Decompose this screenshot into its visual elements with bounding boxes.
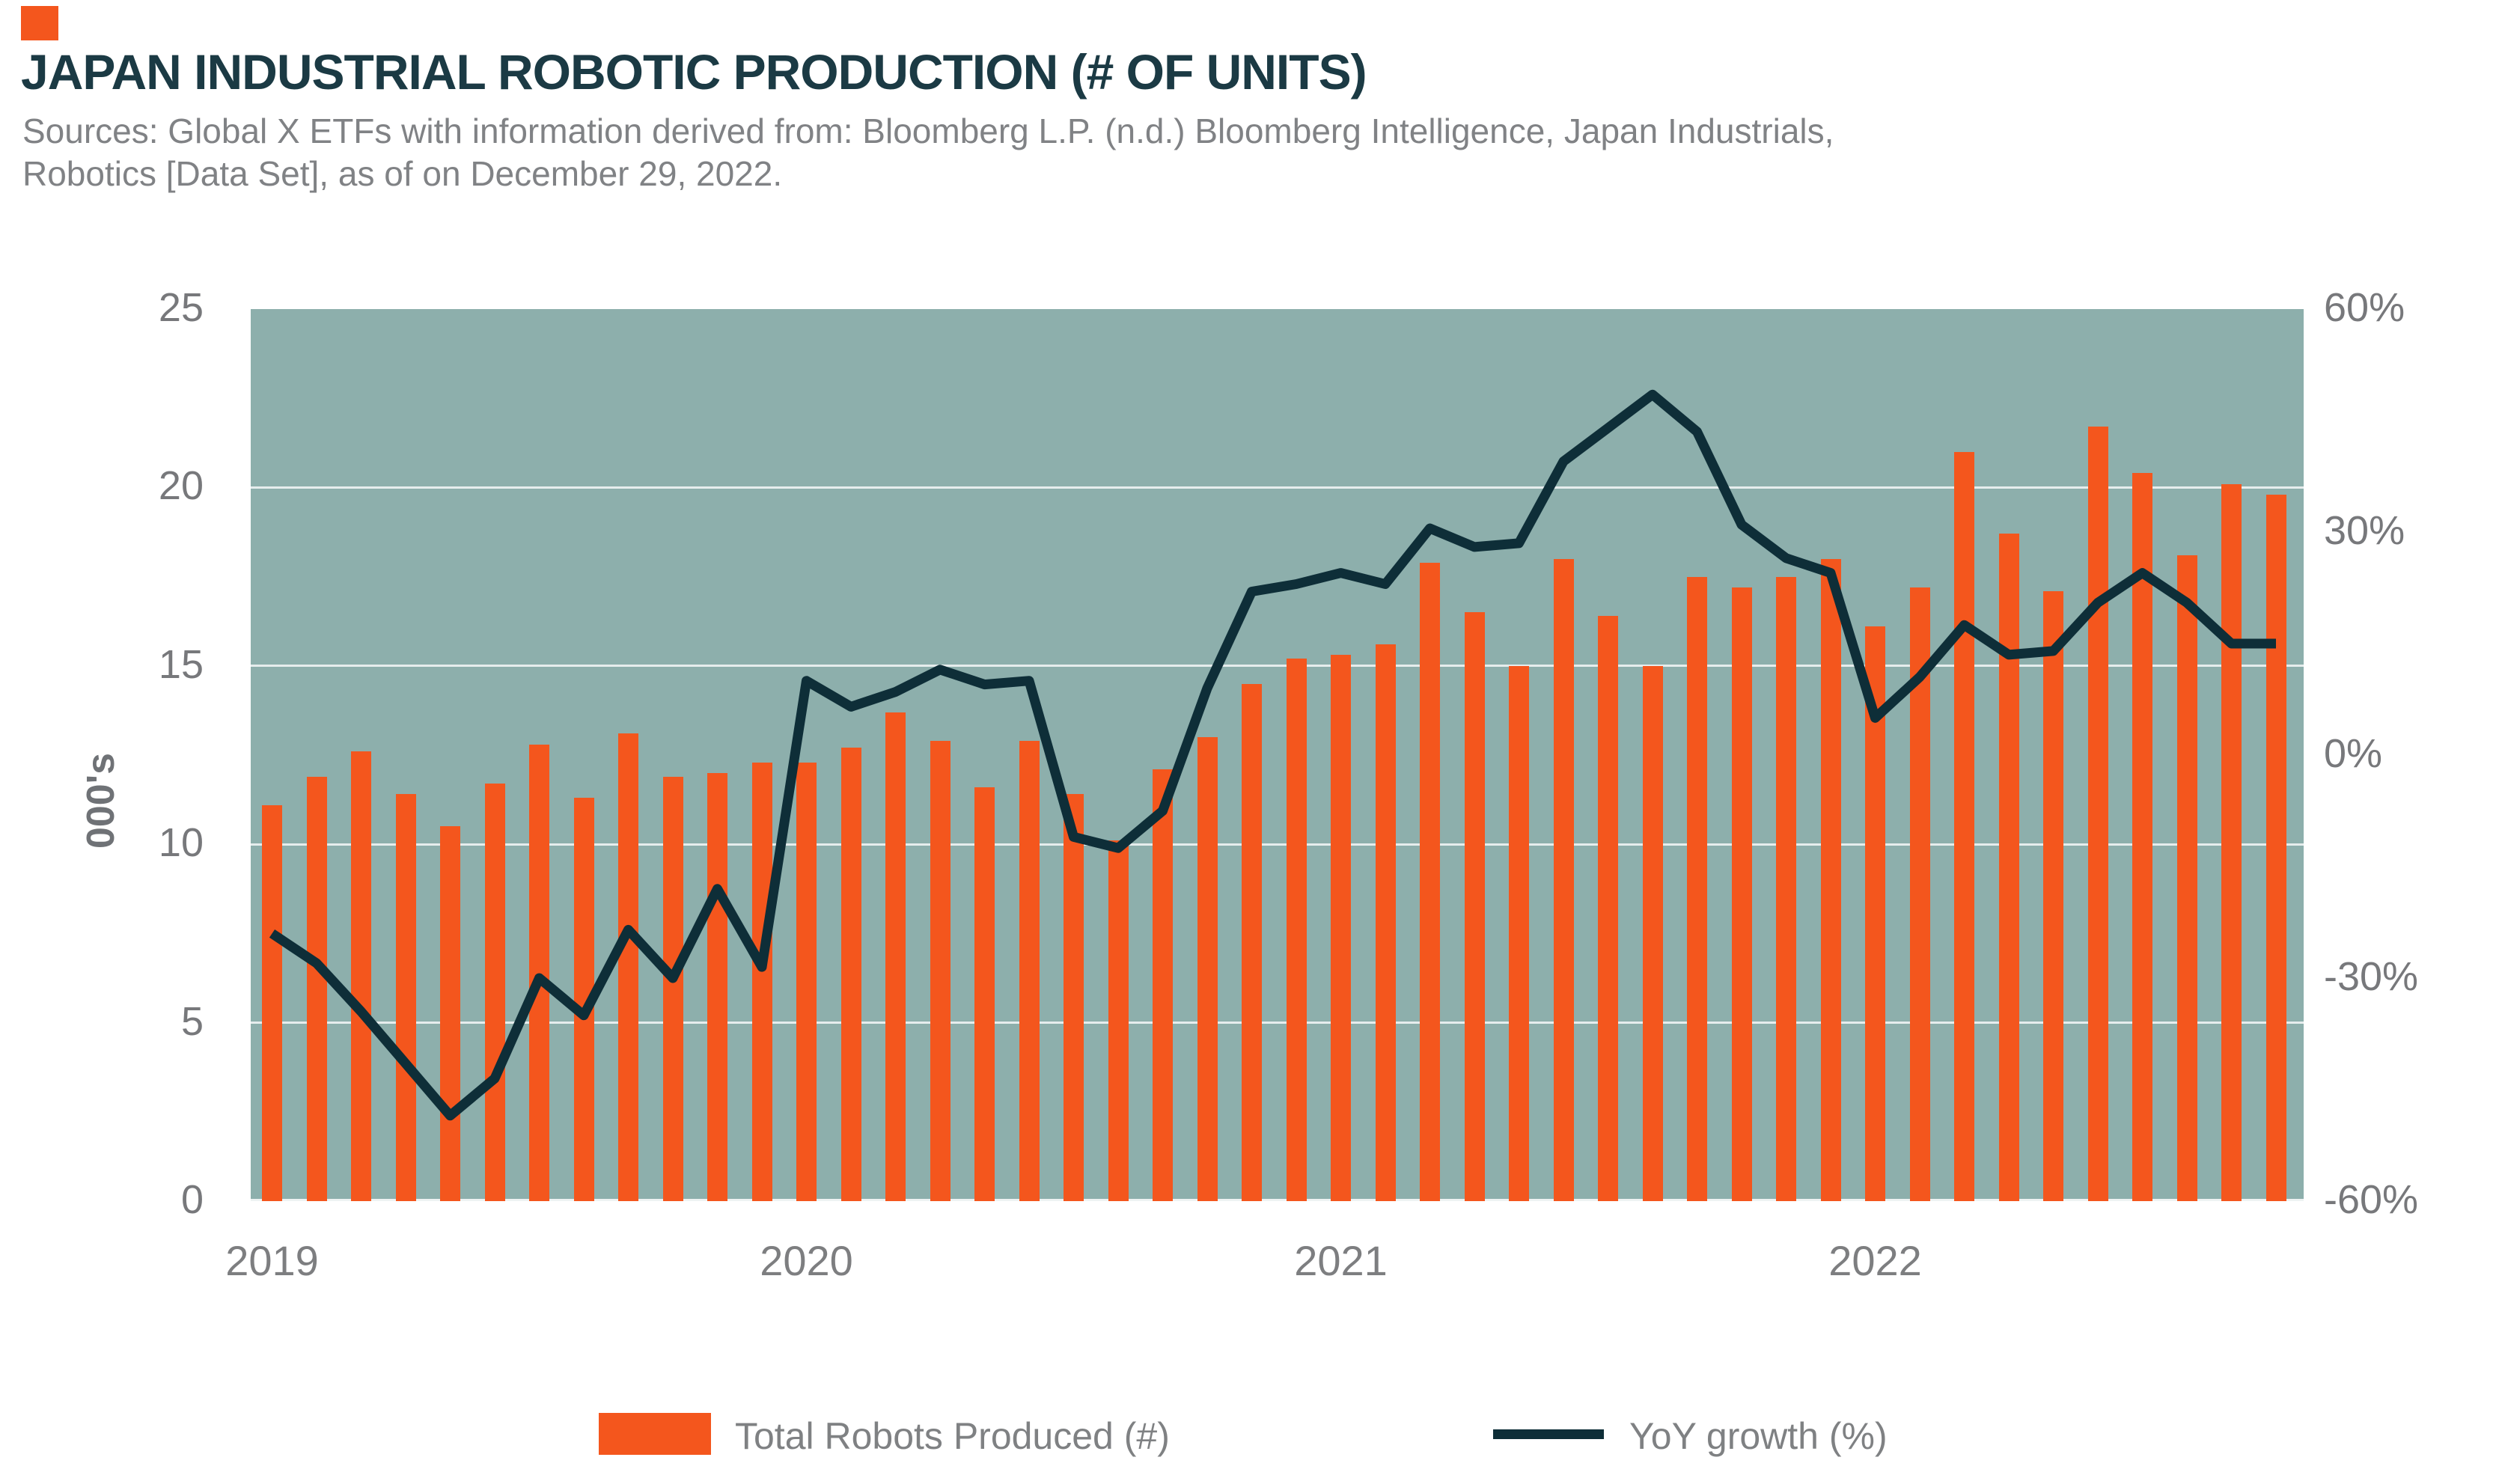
bar-oct-2020 — [1197, 737, 1218, 1201]
bar-sep-2020 — [1153, 769, 1173, 1201]
bar-mar-2020 — [885, 712, 906, 1201]
bar-aug-2021 — [1642, 665, 1663, 1201]
bar-feb-2020 — [840, 748, 861, 1201]
bar-dec-2020 — [1286, 659, 1307, 1201]
bar-may-2020 — [974, 787, 995, 1201]
right-tick-60pct: 60% — [2324, 285, 2405, 330]
x-tick-2019: 2019 — [225, 1237, 319, 1284]
bar-apr-2021 — [1464, 612, 1485, 1201]
legend-bar-label: Total Robots Produced (#) — [735, 1415, 1170, 1457]
legend-bar-swatch — [599, 1413, 711, 1455]
right-tick--60pct: -60% — [2324, 1177, 2419, 1222]
bar-aug-2020 — [1108, 840, 1129, 1201]
x-axis-baseline — [251, 1199, 2304, 1201]
gridline-10 — [251, 843, 2304, 846]
bar-jul-2022 — [2132, 473, 2152, 1201]
gridline-5 — [251, 1022, 2304, 1025]
bar-mar-2019 — [351, 751, 371, 1201]
bar-jul-2020 — [1064, 794, 1084, 1201]
right-tick--30pct: -30% — [2324, 954, 2419, 999]
chart-title: JAPAN INDUSTRIAL ROBOTIC PRODUCTION (# O… — [21, 44, 1367, 100]
gridline-20 — [251, 486, 2304, 489]
bar-nov-2019 — [707, 772, 727, 1201]
bar-dec-2019 — [751, 762, 772, 1201]
bar-may-2022 — [2043, 590, 2063, 1201]
source-text-line2: Robotics [Data Set], as of on December 2… — [22, 154, 783, 193]
bar-jan-2021 — [1331, 655, 1351, 1201]
bar-apr-2020 — [930, 740, 951, 1201]
x-tick-2021: 2021 — [1294, 1237, 1388, 1284]
bar-nov-2021 — [1776, 576, 1796, 1201]
bar-sep-2022 — [2221, 483, 2242, 1201]
bar-aug-2022 — [2176, 555, 2197, 1201]
bar-may-2019 — [440, 826, 460, 1201]
plot-area — [251, 309, 2304, 1201]
yoy-growth-line — [269, 389, 2276, 1121]
bar-jul-2019 — [529, 744, 549, 1201]
bar-feb-2019 — [306, 776, 327, 1201]
left-tick-15: 15 — [158, 641, 204, 687]
x-tick-2020: 2020 — [760, 1237, 853, 1284]
bar-jun-2019 — [484, 784, 505, 1201]
source-text-line1: Sources: Global X ETFs with information … — [22, 112, 1834, 150]
gridline-15 — [251, 665, 2304, 668]
left-tick-25: 25 — [158, 285, 204, 330]
bar-oct-2022 — [2265, 494, 2286, 1201]
bar-sep-2019 — [618, 733, 638, 1201]
brand-accent-square — [21, 6, 58, 40]
bar-oct-2021 — [1731, 587, 1752, 1201]
bar-mar-2021 — [1420, 562, 1440, 1201]
bar-jun-2021 — [1553, 558, 1574, 1201]
bar-jul-2021 — [1598, 616, 1618, 1201]
bar-dec-2021 — [1820, 558, 1841, 1201]
right-tick-0pct: 0% — [2324, 731, 2383, 776]
bar-may-2021 — [1509, 665, 1529, 1201]
bar-jun-2022 — [2087, 427, 2108, 1201]
bar-apr-2019 — [395, 794, 416, 1201]
x-tick-2022: 2022 — [1828, 1237, 1922, 1284]
left-tick-20: 20 — [158, 463, 204, 509]
legend-line-label: YoY growth (%) — [1629, 1415, 1888, 1457]
left-tick-5: 5 — [180, 998, 204, 1044]
bar-jun-2020 — [1019, 740, 1040, 1201]
left-tick-10: 10 — [158, 820, 204, 866]
bar-oct-2019 — [662, 776, 683, 1201]
legend-line-swatch — [1493, 1429, 1604, 1439]
legend: Total Robots Produced (#) YoY growth (%) — [0, 1407, 2496, 1467]
left-tick-0: 0 — [180, 1177, 204, 1222]
bar-mar-2022 — [1954, 451, 1974, 1201]
bar-sep-2021 — [1687, 576, 1707, 1201]
bar-jan-2019 — [262, 804, 282, 1201]
right-tick-30pct: 30% — [2324, 508, 2405, 553]
bar-feb-2021 — [1375, 644, 1396, 1201]
bar-jan-2020 — [796, 762, 817, 1201]
bar-nov-2020 — [1242, 683, 1262, 1201]
